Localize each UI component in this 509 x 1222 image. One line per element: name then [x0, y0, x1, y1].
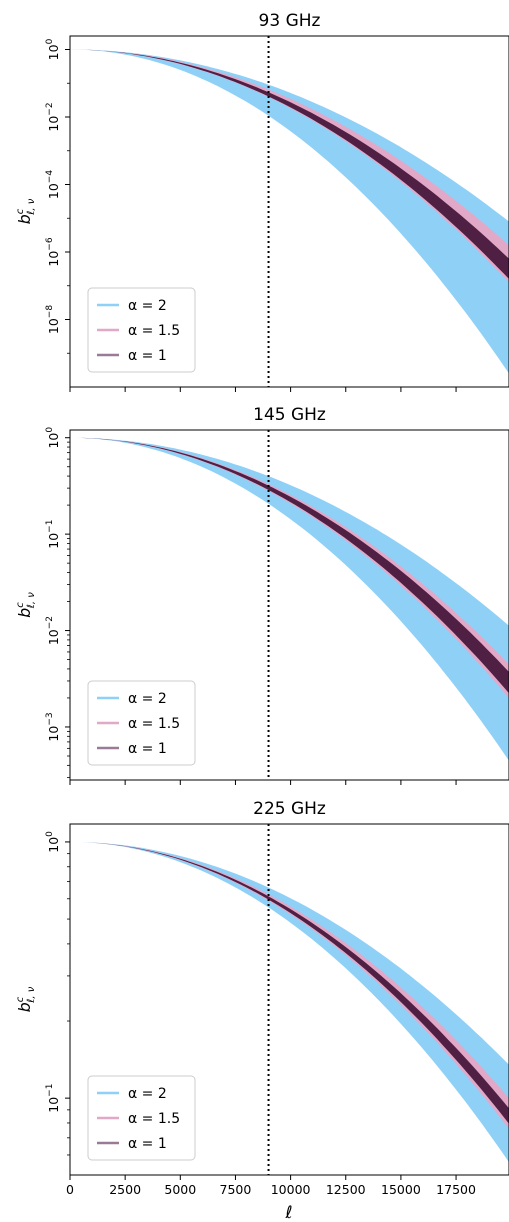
- svg-text:10−1: 10−1: [45, 520, 61, 549]
- legend-label: α = 1.5: [128, 323, 180, 339]
- y-tick-label: 10−4: [45, 170, 61, 199]
- y-axis-label: bcℓ, ν: [15, 198, 37, 224]
- svg-text:bcℓ, ν: bcℓ, ν: [15, 592, 37, 618]
- y-axis-label: bcℓ, ν: [15, 592, 37, 618]
- x-tick-label: 15000: [381, 1182, 421, 1197]
- y-tick-label: 10−2: [45, 102, 61, 131]
- y-tick-label: 10−3: [45, 712, 61, 741]
- legend-label: α = 2: [128, 691, 167, 707]
- svg-text:10−8: 10−8: [45, 305, 61, 334]
- legend: α = 2 α = 1.5 α = 1: [87, 680, 196, 766]
- svg-text:10−2: 10−2: [45, 102, 61, 131]
- svg-text:10−3: 10−3: [45, 712, 61, 741]
- band-alpha-2: [70, 49, 509, 374]
- y-tick-label: 100: [45, 427, 61, 449]
- legend-box: [87, 680, 196, 766]
- legend-label: α = 2: [128, 298, 167, 314]
- legend-label: α = 1.5: [128, 1111, 180, 1127]
- y-tick-label: 10−8: [45, 305, 61, 334]
- x-tick-label: 2500: [109, 1182, 141, 1197]
- legend-label: α = 2: [128, 1086, 167, 1102]
- legend: α = 2 α = 1.5 α = 1: [87, 1075, 196, 1161]
- svg-text:100: 100: [45, 831, 61, 853]
- legend-box: [87, 1075, 196, 1161]
- legend-label: α = 1: [128, 348, 167, 364]
- legend-label: α = 1.5: [128, 716, 180, 732]
- svg-text:100: 100: [45, 427, 61, 449]
- panel-title: 225 GHz: [253, 799, 326, 819]
- x-tick-label: 7500: [220, 1182, 252, 1197]
- panel-title: 145 GHz: [253, 405, 326, 425]
- y-tick-label: 100: [45, 38, 61, 60]
- axes-frame: [69, 35, 509, 388]
- svg-text:bcℓ, ν: bcℓ, ν: [15, 986, 37, 1012]
- legend-box: [87, 287, 196, 373]
- x-axis-label: ℓ: [284, 1203, 292, 1222]
- band-alpha-2: [70, 841, 509, 1163]
- y-tick-label: 100: [45, 831, 61, 853]
- legend-label: α = 1: [128, 1136, 167, 1152]
- svg-text:10−2: 10−2: [45, 616, 61, 645]
- panel-title: 93 GHz: [259, 11, 321, 31]
- svg-text:bcℓ, ν: bcℓ, ν: [15, 198, 37, 224]
- axes-frame: [69, 823, 509, 1176]
- svg-text:10−4: 10−4: [45, 170, 61, 199]
- panel-2: 145 GHz 100 10−1 10−2 10−3 bcℓ, ν α = 2 α = 1.5…: [15, 405, 509, 785]
- x-tick-label: 17500: [436, 1182, 476, 1197]
- svg-text:100: 100: [45, 38, 61, 60]
- y-tick-label: 10−1: [45, 1084, 61, 1113]
- legend-label: α = 1: [128, 741, 167, 757]
- x-tick-label: 5000: [164, 1182, 196, 1197]
- svg-text:10−1: 10−1: [45, 1084, 61, 1113]
- y-tick-label: 10−1: [45, 520, 61, 549]
- y-tick-label: 10−6: [45, 237, 61, 266]
- panel-3: 225 GHz 100 10−1 0 2500 5000 7500 10000 12500 150…: [15, 799, 509, 1197]
- x-tick-label: 12500: [326, 1182, 366, 1197]
- x-tick-label: 10000: [271, 1182, 311, 1197]
- y-tick-label: 10−2: [45, 616, 61, 645]
- y-axis-label: bcℓ, ν: [15, 986, 37, 1012]
- axes-frame: [69, 429, 509, 781]
- legend: α = 2 α = 1.5 α = 1: [87, 287, 196, 373]
- svg-text:10−6: 10−6: [45, 237, 61, 266]
- x-tick-label: 0: [66, 1182, 74, 1197]
